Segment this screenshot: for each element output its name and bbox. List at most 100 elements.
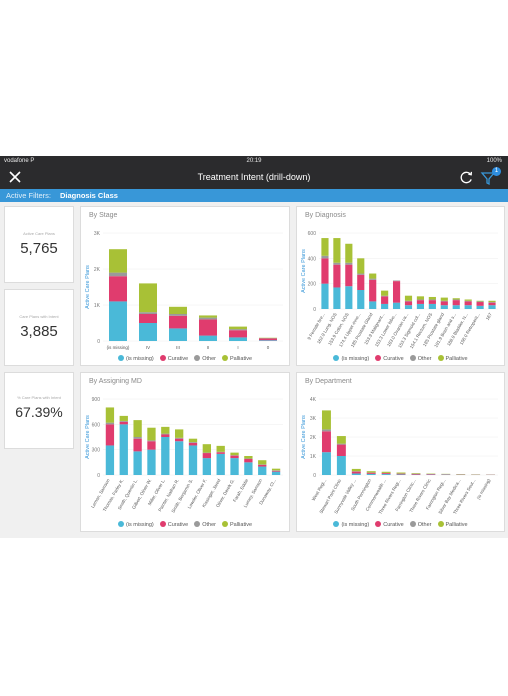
nav-bar: Treatment Intent (drill-down) 1 — [0, 166, 508, 189]
active-filter-value[interactable]: Diagnosis Class — [60, 191, 118, 200]
bar-segment-missing — [464, 305, 472, 309]
y-tick-label: 3K — [94, 231, 101, 237]
legend-item-other[interactable]: Other — [409, 521, 432, 528]
legend-item-palliative[interactable]: Palliative — [437, 521, 468, 528]
bar-segment-other — [109, 272, 127, 277]
chart-legend: (is missing) Curative Other Palliative — [81, 521, 289, 528]
kpi-card-percent-with-intent[interactable]: % Care Plans with Intent 67.39% — [4, 372, 74, 449]
legend-item-palliative[interactable]: Palliative — [222, 355, 252, 362]
bar-segment-curative — [351, 471, 361, 474]
bar-segment-palliative — [396, 472, 406, 474]
legend-swatch — [333, 521, 340, 527]
bar-segment-palliative — [411, 473, 421, 474]
legend-item-palliative[interactable]: Palliative — [437, 355, 468, 362]
legend-item-missing[interactable]: (is missing) — [333, 521, 369, 528]
legend-item-curative[interactable]: Curative — [159, 355, 188, 362]
bar-segment-other — [381, 295, 389, 297]
legend-item-curative[interactable]: Curative — [159, 521, 188, 528]
bar-segment-curative — [426, 474, 436, 475]
legend-item-other[interactable]: Other — [194, 355, 216, 362]
bar-segment-curative — [229, 330, 247, 338]
bar-segment-other — [199, 317, 217, 320]
bar-segment-curative — [244, 458, 253, 463]
bar-segment-missing — [133, 451, 142, 475]
legend-swatch — [117, 355, 124, 361]
legend-item-palliative[interactable]: Palliative — [222, 521, 252, 528]
x-category-label: 167 — [485, 312, 493, 321]
legend-item-missing[interactable]: (is missing) — [117, 521, 154, 528]
status-bar: vodafone P 20:19 100% — [0, 156, 508, 166]
bar-segment-curative — [147, 441, 156, 450]
bar-segment-missing — [440, 305, 448, 309]
refresh-icon[interactable] — [459, 170, 474, 185]
bar-segment-other — [333, 262, 341, 265]
bar-segment-other — [392, 280, 401, 282]
close-icon[interactable] — [7, 169, 23, 185]
bar-segment-missing — [109, 301, 127, 341]
bar-segment-missing — [188, 445, 198, 475]
chart-panel-by-assigning-md[interactable]: By Assigning MD 0 300 600 900 Active Care Pl… — [80, 372, 290, 532]
legend-label: Other — [417, 356, 432, 362]
chart-panel-by-diagnosis[interactable]: By Diagnosis 0 200 400 600 Active Care Plans… — [296, 206, 505, 366]
kpi-label: Care Plans with Intent — [19, 314, 59, 319]
bar-segment-palliative — [199, 315, 217, 318]
bar-segment-palliative — [244, 456, 253, 459]
legend-item-curative[interactable]: Curative — [375, 521, 404, 528]
bar-segment-curative — [133, 438, 142, 452]
bar-segment-curative — [366, 472, 376, 474]
legend-item-missing[interactable]: (is missing) — [117, 355, 154, 362]
bar-segment-palliative — [366, 471, 376, 473]
chart-title: By Diagnosis — [305, 212, 346, 219]
legend-label: Palliative — [445, 522, 468, 528]
chart-panel-by-stage[interactable]: By Stage 0 1K 2K 3K Active Care Plans (is mis… — [80, 206, 290, 366]
bar-segment-curative — [321, 258, 329, 284]
bar-segment-other — [428, 299, 436, 301]
bar-segment-other — [175, 437, 184, 439]
y-tick-label: 4K — [310, 397, 317, 403]
legend-item-other[interactable]: Other — [194, 521, 216, 528]
chart-panel-by-department[interactable]: By Department 0 1K 2K 3K 4K Active Care Plans… — [296, 372, 505, 532]
bar-segment-palliative — [161, 426, 170, 434]
legend-swatch — [159, 521, 166, 527]
active-filters-bar[interactable]: Active Filters: Diagnosis Class — [0, 189, 508, 202]
bar-segment-other — [336, 443, 346, 445]
bar-segment-palliative — [416, 296, 425, 300]
y-tick-label: 600 — [308, 231, 317, 237]
bar-segment-curative — [336, 444, 346, 456]
bar-segment-curative — [321, 431, 331, 453]
bar-segment-curative — [109, 276, 127, 302]
bar-segment-other — [139, 312, 157, 314]
kpi-label: Active Care Plans — [23, 231, 55, 236]
kpi-card-care-plans-with-intent[interactable]: Care Plans with Intent 3,885 — [4, 289, 74, 366]
bar-segment-curative — [119, 421, 128, 425]
filter-button[interactable]: 1 — [480, 167, 501, 186]
legend-item-curative[interactable]: Curative — [375, 355, 404, 362]
legend-label: (is missing) — [341, 356, 370, 362]
bar-segment-missing — [369, 301, 377, 309]
clock: 20:19 — [246, 158, 262, 164]
bar-segment-missing — [366, 473, 376, 475]
bar-segment-palliative — [488, 300, 496, 303]
bar-segment-palliative — [147, 427, 156, 441]
bar-segment-missing — [381, 303, 389, 309]
carrier-label: vodafone P — [4, 158, 35, 164]
bar-segment-other — [476, 301, 484, 303]
legend-item-missing[interactable]: (is missing) — [333, 355, 369, 362]
legend-swatch — [222, 521, 229, 527]
y-tick-label: 3K — [310, 416, 317, 422]
legend-label: (is missing) — [125, 356, 154, 362]
bar-segment-missing — [351, 473, 361, 475]
chart-title: By Stage — [89, 212, 118, 219]
x-category-label: (is missing) — [107, 345, 130, 350]
legend-label: Other — [417, 522, 432, 528]
bar-segment-palliative — [169, 306, 187, 314]
legend-label: Curative — [383, 522, 404, 528]
bar-segment-missing — [175, 441, 184, 475]
x-category-label: (is missing) — [476, 478, 492, 501]
kpi-card-active-care-plans[interactable]: Active Care Plans 5,765 — [4, 206, 74, 283]
bar-segment-palliative — [440, 297, 448, 301]
y-tick-label: 0 — [97, 339, 100, 345]
legend-item-other[interactable]: Other — [409, 355, 432, 362]
bar-segment-other — [321, 255, 329, 259]
